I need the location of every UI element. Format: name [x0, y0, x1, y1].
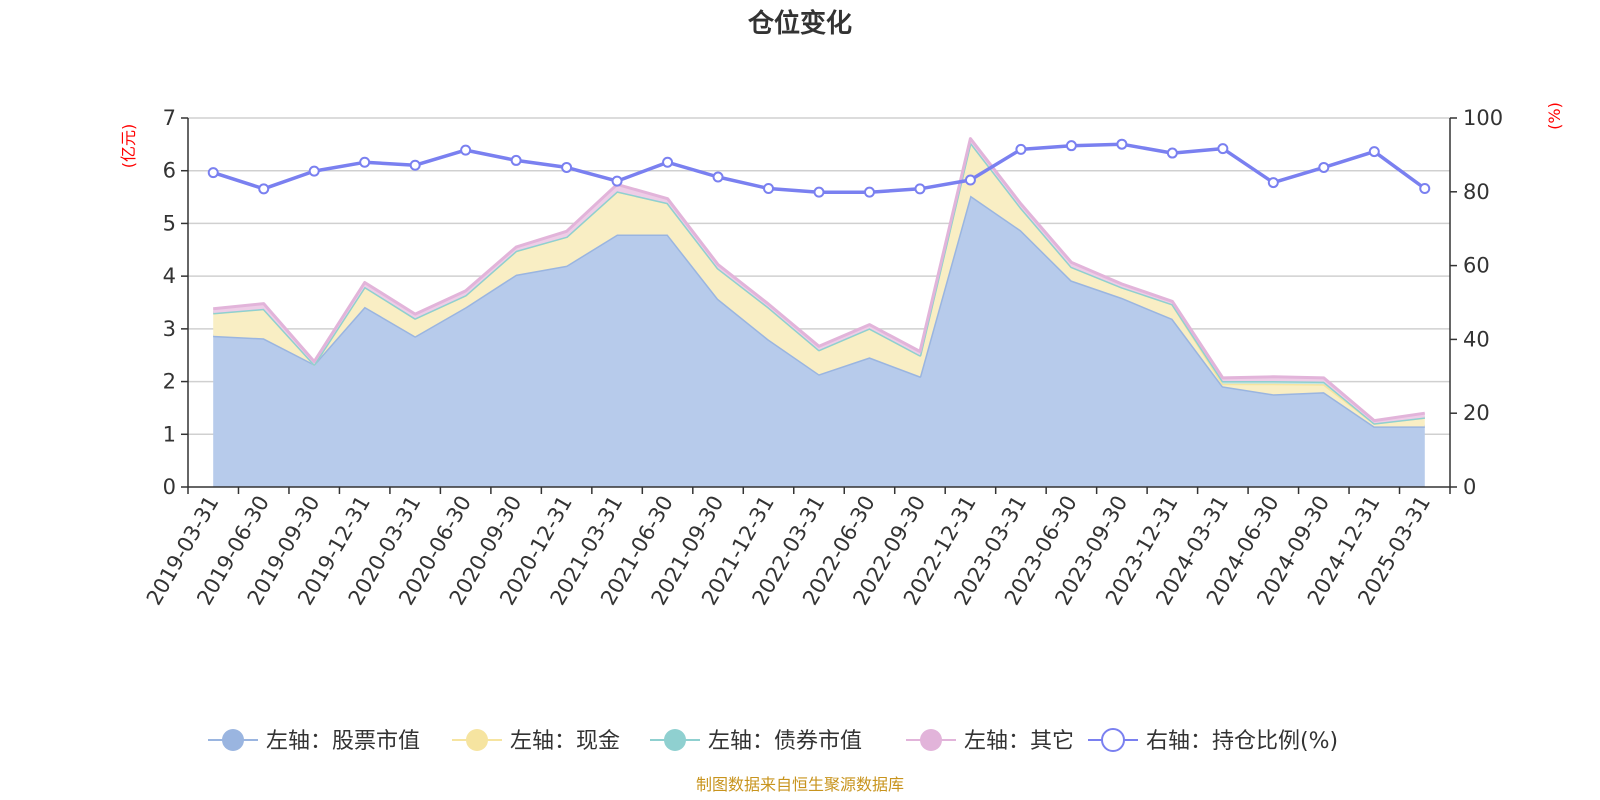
- legend-label-1: 左轴：现金: [510, 729, 620, 754]
- holding-ratio-point-5: [460, 144, 472, 156]
- holding-ratio-point-2: [308, 165, 320, 177]
- data-source-note: 制图数据来自恒生聚源数据库: [696, 775, 904, 794]
- holding-ratio-point-0: [207, 167, 219, 179]
- left-tick-label-5: 5: [163, 211, 176, 235]
- right-axis-unit: (%): [1545, 102, 1564, 130]
- legend-label-4: 右轴：持仓比例(%): [1146, 729, 1338, 754]
- left-tick-label-6: 6: [163, 159, 176, 183]
- left-tick-label-3: 3: [163, 317, 176, 341]
- left-tick-label-1: 1: [163, 422, 176, 446]
- holding-ratio-point-19: [1166, 147, 1178, 159]
- right-tick-label-1: 20: [1463, 401, 1490, 425]
- holding-ratio-point-21: [1267, 177, 1279, 189]
- stacked-areas: [213, 137, 1426, 487]
- left-tick-label-4: 4: [163, 264, 176, 288]
- legend-marker-3: [920, 729, 942, 751]
- holding-ratio-point-7: [561, 161, 573, 173]
- chart-title: 仓位变化: [747, 8, 852, 39]
- holding-ratio-point-17: [1065, 140, 1077, 152]
- holding-ratio-point-16: [1015, 143, 1027, 155]
- holding-ratio-point-23: [1368, 146, 1380, 158]
- legend-label-3: 左轴：其它: [964, 729, 1074, 754]
- legend-marker-4: [1101, 728, 1125, 752]
- holding-ratio-point-9: [662, 156, 674, 168]
- holding-ratio-line-path: [212, 142, 1426, 194]
- holding-ratio-point-24: [1419, 182, 1431, 194]
- area-fill-series-0: [213, 195, 1425, 487]
- right-tick-label-2: 40: [1463, 327, 1490, 351]
- right-tick-label-5: 100: [1463, 106, 1503, 130]
- left-tick-label-7: 7: [163, 106, 176, 130]
- holding-ratio-point-22: [1318, 161, 1330, 173]
- left-tick-label-2: 2: [163, 370, 176, 394]
- left-tick-label-0: 0: [163, 475, 176, 499]
- holding-ratio-point-1: [258, 183, 270, 195]
- left-axis-unit: (亿元): [119, 124, 138, 169]
- holding-ratio-point-11: [763, 182, 775, 194]
- holding-ratio-point-18: [1116, 138, 1128, 150]
- holding-ratio-point-12: [813, 186, 825, 198]
- legend-marker-0: [222, 729, 244, 751]
- holding-ratio-point-20: [1217, 143, 1229, 155]
- holding-ratio-point-15: [964, 174, 976, 186]
- legend-marker-2: [664, 729, 686, 751]
- area-fill-series-1: [213, 142, 1425, 427]
- holding-ratio-point-6: [510, 154, 522, 166]
- right-tick-label-4: 80: [1463, 180, 1490, 204]
- holding-ratio-point-4: [409, 159, 421, 171]
- holding-ratio-point-3: [359, 156, 371, 168]
- legend-marker-1: [466, 729, 488, 751]
- holding-ratio-line: [207, 138, 1431, 198]
- legend-label-2: 左轴：债券市值: [708, 729, 862, 754]
- holding-ratio-point-10: [712, 171, 724, 183]
- legend: 左轴：股票市值 左轴：现金 左轴：债券市值 左轴：其它 右轴：持仓比例(%): [208, 728, 1338, 754]
- holding-ratio-point-14: [914, 183, 926, 195]
- right-tick-label-3: 60: [1463, 254, 1490, 278]
- right-tick-label-0: 0: [1463, 475, 1476, 499]
- holding-ratio-point-13: [863, 186, 875, 198]
- legend-label-0: 左轴：股票市值: [266, 729, 420, 754]
- holding-ratio-point-8: [611, 175, 623, 187]
- area-edge-series-3: [213, 137, 1426, 423]
